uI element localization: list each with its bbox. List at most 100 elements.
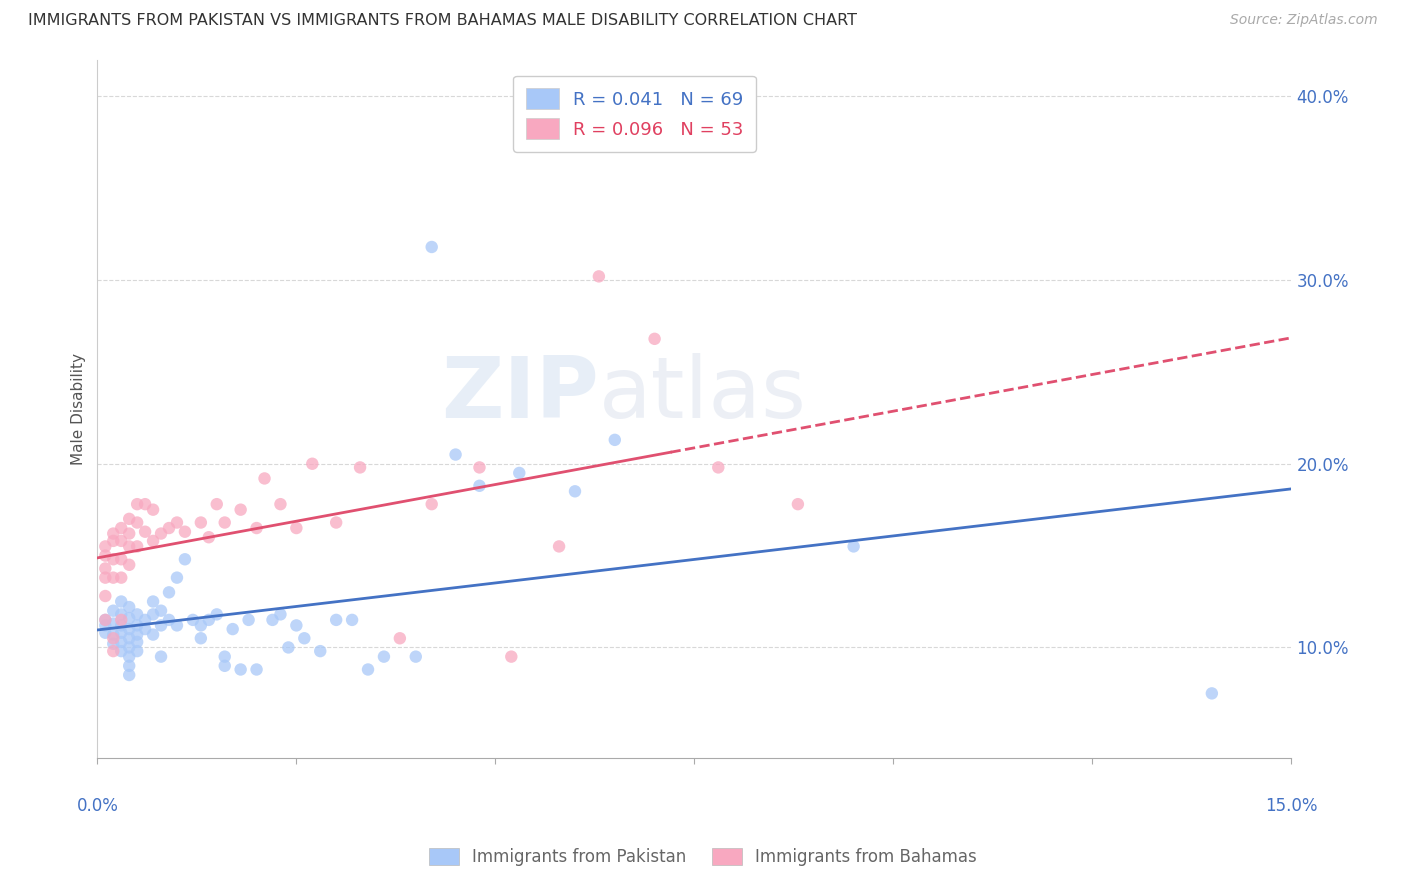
Point <box>349 460 371 475</box>
Point <box>142 594 165 608</box>
Point <box>229 663 252 677</box>
Point <box>127 644 149 658</box>
Point <box>245 521 267 535</box>
Point <box>134 622 156 636</box>
Point <box>118 611 141 625</box>
Point <box>103 632 125 646</box>
Legend: R = 0.041   N = 69, R = 0.096   N = 53: R = 0.041 N = 69, R = 0.096 N = 53 <box>513 76 756 152</box>
Point <box>118 558 141 572</box>
Point <box>103 616 125 631</box>
Point <box>229 502 252 516</box>
Point <box>181 613 204 627</box>
Point <box>174 552 197 566</box>
Point <box>309 644 332 658</box>
Point <box>253 471 276 485</box>
Point <box>603 433 626 447</box>
Text: atlas: atlas <box>599 353 807 436</box>
Point <box>150 604 173 618</box>
Point <box>238 613 260 627</box>
Point <box>707 460 730 475</box>
Point <box>94 618 117 632</box>
Point <box>150 618 173 632</box>
Point <box>142 533 165 548</box>
Text: ZIP: ZIP <box>441 353 599 436</box>
Point <box>118 622 141 636</box>
Point <box>190 516 212 530</box>
Point <box>292 632 315 646</box>
Legend: Immigrants from Pakistan, Immigrants from Bahamas: Immigrants from Pakistan, Immigrants fro… <box>422 841 984 873</box>
Point <box>110 521 132 535</box>
Point <box>110 533 132 548</box>
Point <box>110 571 132 585</box>
Point <box>420 240 443 254</box>
Point <box>269 607 291 622</box>
Point <box>166 571 188 585</box>
Point <box>118 668 141 682</box>
Point <box>127 607 149 622</box>
Point <box>118 640 141 655</box>
Point <box>127 516 149 530</box>
Point <box>508 466 530 480</box>
Point <box>94 625 117 640</box>
Point <box>134 524 156 539</box>
Point <box>103 644 125 658</box>
Text: 15.0%: 15.0% <box>1265 797 1317 814</box>
Point <box>110 607 132 622</box>
Point <box>285 618 308 632</box>
Point <box>127 627 149 641</box>
Point <box>118 526 141 541</box>
Point <box>157 613 180 627</box>
Point <box>142 607 165 622</box>
Point <box>103 552 125 566</box>
Point <box>157 521 180 535</box>
Point <box>205 607 228 622</box>
Point <box>110 644 132 658</box>
Point <box>221 622 243 636</box>
Point <box>166 516 188 530</box>
Point <box>94 540 117 554</box>
Point <box>325 516 347 530</box>
Point <box>190 632 212 646</box>
Point <box>190 618 212 632</box>
Point <box>166 618 188 632</box>
Point <box>468 460 491 475</box>
Point <box>118 658 141 673</box>
Point <box>214 658 236 673</box>
Point <box>134 497 156 511</box>
Text: 0.0%: 0.0% <box>76 797 118 814</box>
Point <box>262 613 284 627</box>
Point <box>142 627 165 641</box>
Point <box>388 632 411 646</box>
Point <box>214 649 236 664</box>
Point <box>94 571 117 585</box>
Point <box>94 613 117 627</box>
Point <box>110 552 132 566</box>
Y-axis label: Male Disability: Male Disability <box>72 352 86 465</box>
Point <box>357 663 380 677</box>
Point <box>269 497 291 511</box>
Point <box>325 613 347 627</box>
Point <box>301 457 323 471</box>
Point <box>285 521 308 535</box>
Point <box>110 594 132 608</box>
Point <box>786 497 808 511</box>
Point <box>110 613 132 627</box>
Point <box>150 526 173 541</box>
Point <box>588 269 610 284</box>
Point <box>94 561 117 575</box>
Point <box>157 585 180 599</box>
Point <box>103 627 125 641</box>
Point <box>103 571 125 585</box>
Point <box>205 497 228 511</box>
Point <box>94 549 117 563</box>
Point <box>118 512 141 526</box>
Point <box>564 484 586 499</box>
Point <box>110 618 132 632</box>
Point <box>548 540 571 554</box>
Point <box>405 649 427 664</box>
Point <box>127 497 149 511</box>
Point <box>198 613 221 627</box>
Point <box>118 540 141 554</box>
Point <box>118 600 141 615</box>
Text: IMMIGRANTS FROM PAKISTAN VS IMMIGRANTS FROM BAHAMAS MALE DISABILITY CORRELATION : IMMIGRANTS FROM PAKISTAN VS IMMIGRANTS F… <box>28 13 858 29</box>
